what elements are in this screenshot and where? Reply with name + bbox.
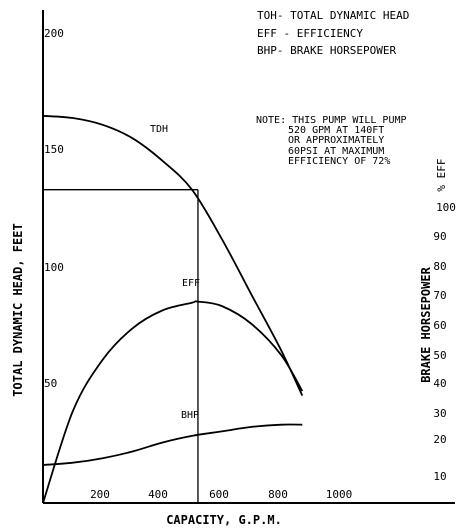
note-line: 60PSI AT MAXIMUM — [288, 146, 384, 157]
legend-item: EFF - EFFICIENCY — [257, 27, 363, 40]
y2-tick-label: 10 — [433, 470, 446, 483]
series-label-eff: EFF — [182, 278, 200, 289]
legend-item: TOH- TOTAL DYNAMIC HEAD — [257, 9, 409, 22]
legend-item: BHP- BRAKE HORSEPOWER — [257, 44, 396, 57]
x-tick-label: 800 — [268, 488, 288, 501]
x-tick-label: 400 — [148, 488, 168, 501]
y2-tick-label: 100 — [436, 201, 456, 214]
y2-axis-title: BRAKE HORSEPOWER — [419, 266, 433, 382]
series-tdh-line — [42, 114, 304, 396]
y-axis-title: TOTAL DYNAMIC HEAD, FEET — [11, 223, 25, 396]
x-tick-label: 200 — [90, 488, 110, 501]
y2-tick-label: 30 — [433, 407, 446, 420]
note-line: NOTE: THIS PUMP WILL PUMP — [256, 115, 407, 126]
y2-tick-label: 80 — [433, 260, 446, 273]
y-tick-label: 150 — [44, 143, 64, 156]
y2-tick-label: 60 — [433, 319, 446, 332]
y-tick-label: 200 — [44, 27, 64, 40]
y2-tick-label: 40 — [433, 377, 446, 390]
series-bhp-line — [42, 423, 303, 466]
y2-tick-label: 20 — [433, 433, 446, 446]
x-axis-title: CAPACITY, G.P.M. — [166, 513, 282, 527]
note-line: OR APPROXIMATELY — [288, 135, 384, 146]
y-tick-label: 50 — [44, 377, 57, 390]
series-label-bhp: BHP — [181, 410, 199, 421]
series-eff-line — [42, 300, 304, 504]
y2-tick-label: 50 — [433, 349, 446, 362]
y-tick-label: 100 — [44, 261, 64, 274]
y3-axis-title: % EFF — [435, 158, 448, 191]
series-label-tdh: TDH — [150, 124, 168, 135]
x-tick-label: 1000 — [326, 488, 353, 501]
y2-tick-label: 70 — [433, 289, 446, 302]
x-tick-label: 600 — [209, 488, 229, 501]
y2-tick-label: 90 — [433, 230, 446, 243]
note-line: EFFICIENCY OF 72% — [288, 156, 390, 167]
note-line: 520 GPM AT 140FT — [288, 125, 384, 136]
